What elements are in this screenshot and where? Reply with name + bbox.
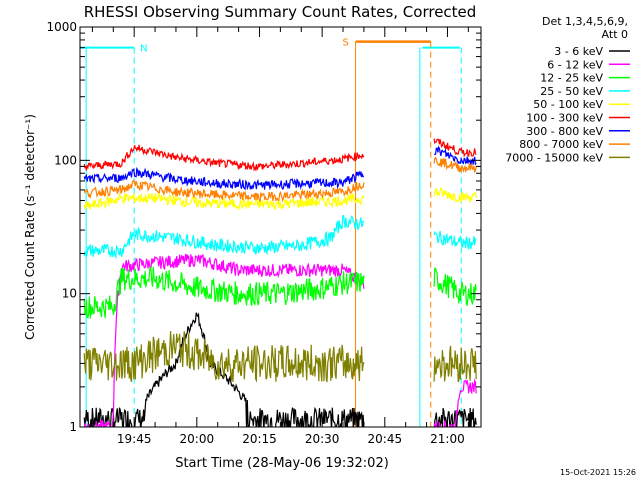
series-line [433,138,477,158]
legend-label: 25 - 50 keV [540,85,603,98]
y-tick-label: 1000 [46,20,77,34]
chart-title: RHESSI Observing Summary Count Rates, Co… [84,3,477,21]
series-line [433,186,477,203]
series-line [433,267,477,306]
series-line [433,156,477,174]
legend-label: 12 - 25 keV [540,72,603,85]
x-tick-label: 19:45 [117,432,152,446]
legend-label: 50 - 100 keV [533,98,603,111]
y-tick-label: 100 [54,153,77,167]
series-line [83,144,365,172]
axis-layer: 1 10 100 1000 19:45 20:00 20:15 20:30 20:45 21:00 [46,20,481,446]
series-line [83,166,364,191]
series-line [83,331,365,383]
legend-label: 100 - 300 keV [526,112,603,125]
series-line [433,345,477,383]
timestamp: 15-Oct-2021 15:26 [560,468,636,477]
saa-flag-label: S [343,38,349,49]
legend-label: 6 - 12 keV [547,58,603,71]
series-line [83,266,365,320]
legend-subtitle: Att 0 [602,28,628,41]
y-tick-label: 10 [62,287,77,301]
legend-label: 3 - 6 keV [554,45,603,58]
x-axis-label: Start Time (28-May-06 19:32:02) [175,456,389,471]
legend-label: 800 - 7000 keV [519,138,603,151]
series-line [433,407,477,427]
series-line [83,192,365,211]
series-line [433,230,477,250]
x-tick-label: 20:00 [180,432,215,446]
x-tick-label: 20:15 [242,432,277,446]
night-flag-label: N [140,44,147,55]
y-tick-label: 1 [69,420,77,434]
series-line [434,145,477,166]
x-tick-label: 20:30 [305,432,340,446]
series-line [83,214,365,260]
x-tick-label: 21:00 [430,432,465,446]
series-line [83,179,365,203]
legend-label: 7000 - 15000 keV [505,151,603,164]
series-line [433,378,477,427]
legend-label: 300 - 800 keV [526,125,603,138]
series-line [83,253,365,427]
y-axis-label: Corrected Count Rate (s⁻¹ detector⁻¹) [23,114,37,340]
x-tick-label: 20:45 [368,432,403,446]
series-layer [83,138,477,427]
legend-title: Det 1,3,4,5,6,9, [542,15,628,28]
